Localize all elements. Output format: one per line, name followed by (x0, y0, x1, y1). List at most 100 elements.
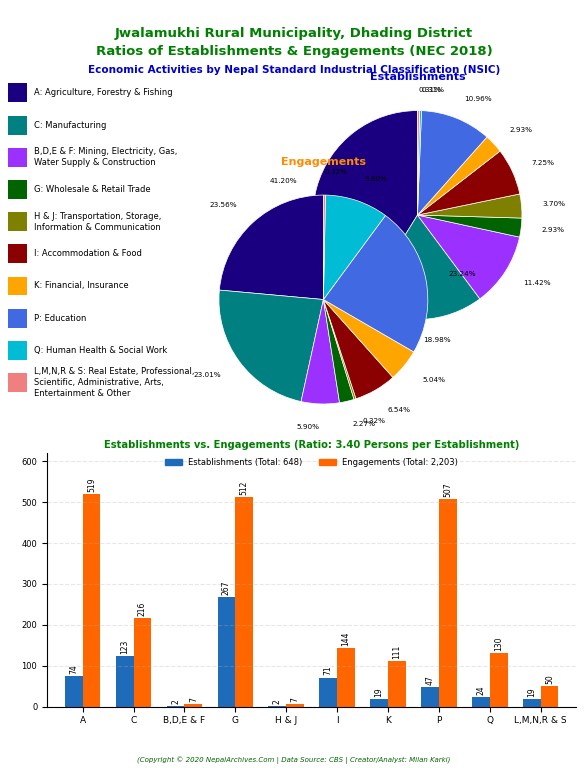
Text: 216: 216 (138, 602, 147, 616)
Wedge shape (323, 300, 356, 399)
Text: 0.32%: 0.32% (362, 418, 385, 424)
Text: 6.54%: 6.54% (387, 407, 410, 413)
Text: 24: 24 (476, 685, 485, 695)
Wedge shape (417, 151, 520, 215)
Text: 19: 19 (527, 687, 536, 697)
Text: 10.96%: 10.96% (465, 96, 492, 102)
Wedge shape (323, 300, 354, 402)
Text: (Copyright © 2020 NepalArchives.Com | Data Source: CBS | Creator/Analyst: Milan : (Copyright © 2020 NepalArchives.Com | Da… (138, 756, 450, 764)
Wedge shape (417, 137, 500, 215)
Bar (8, 116, 26, 134)
Text: G: Wholesale & Retail Trade: G: Wholesale & Retail Trade (34, 185, 151, 194)
Wedge shape (417, 111, 487, 215)
Wedge shape (313, 111, 417, 304)
Wedge shape (219, 290, 323, 402)
Wedge shape (417, 215, 520, 299)
Text: 5.90%: 5.90% (296, 424, 319, 430)
Bar (319, 677, 337, 707)
Bar (421, 687, 439, 707)
Wedge shape (417, 111, 422, 215)
Bar (388, 661, 406, 707)
Wedge shape (363, 215, 480, 319)
Text: 11.42%: 11.42% (523, 280, 550, 286)
Bar (286, 703, 304, 707)
Text: Jwalamukhi Rural Municipality, Dhading District: Jwalamukhi Rural Municipality, Dhading D… (115, 27, 473, 40)
Wedge shape (323, 195, 385, 300)
Text: H & J: Transportation, Storage,
Information & Communication: H & J: Transportation, Storage, Informat… (34, 211, 162, 232)
Wedge shape (417, 194, 522, 218)
Text: 0.31%: 0.31% (421, 87, 444, 93)
Bar (218, 598, 235, 707)
Bar (8, 180, 26, 199)
Text: 41.20%: 41.20% (269, 178, 297, 184)
Wedge shape (323, 216, 428, 352)
Wedge shape (301, 300, 339, 404)
Bar (8, 309, 26, 328)
Text: L,M,N,R & S: Real Estate, Professional,
Scientific, Administrative, Arts,
Entert: L,M,N,R & S: Real Estate, Professional, … (34, 367, 195, 398)
Bar (65, 677, 83, 707)
Text: 2: 2 (171, 699, 180, 703)
Text: I: Accommodation & Food: I: Accommodation & Food (34, 250, 142, 258)
Text: 50: 50 (545, 674, 554, 684)
Bar (133, 618, 151, 707)
Text: Ratios of Establishments & Engagements (NEC 2018): Ratios of Establishments & Engagements (… (96, 45, 492, 58)
Text: 7: 7 (290, 697, 300, 702)
Bar (83, 495, 101, 707)
Text: 74: 74 (69, 664, 78, 674)
Text: 2.93%: 2.93% (542, 227, 565, 233)
Text: 519: 519 (87, 478, 96, 492)
Text: Economic Activities by Nepal Standard Industrial Classification (NSIC): Economic Activities by Nepal Standard In… (88, 65, 500, 74)
Text: A: Agriculture, Forestry & Fishing: A: Agriculture, Forestry & Fishing (34, 88, 173, 98)
Text: 0.32%: 0.32% (325, 169, 348, 175)
Text: 19: 19 (375, 687, 383, 697)
Text: K: Financial, Insurance: K: Financial, Insurance (34, 282, 129, 290)
Text: 18.98%: 18.98% (423, 337, 450, 343)
Text: 3.70%: 3.70% (542, 201, 565, 207)
Text: 23.01%: 23.01% (193, 372, 220, 378)
Bar (337, 647, 355, 707)
Bar (8, 147, 26, 167)
Bar (472, 697, 490, 707)
Text: 2.27%: 2.27% (352, 421, 375, 427)
Text: 507: 507 (443, 482, 452, 497)
Bar (8, 276, 26, 296)
Text: 267: 267 (222, 581, 231, 595)
Bar (439, 499, 457, 707)
Text: 71: 71 (323, 666, 333, 676)
Text: 9.80%: 9.80% (365, 176, 387, 182)
Text: 144: 144 (342, 631, 350, 646)
Bar (8, 84, 26, 102)
Bar (540, 686, 559, 707)
Text: 111: 111 (392, 645, 402, 659)
Bar (8, 212, 26, 231)
Text: 512: 512 (240, 481, 249, 495)
Wedge shape (323, 195, 326, 300)
Title: Establishments vs. Engagements (Ratio: 3.40 Persons per Establishment): Establishments vs. Engagements (Ratio: 3… (104, 439, 519, 449)
Wedge shape (417, 215, 522, 237)
Bar (523, 699, 540, 707)
Bar (235, 497, 253, 707)
Bar (8, 244, 26, 263)
Title: Engagements: Engagements (281, 157, 366, 167)
Text: 47: 47 (426, 676, 435, 685)
Text: 7.25%: 7.25% (532, 160, 554, 166)
Text: P: Education: P: Education (34, 313, 86, 323)
Text: 2.93%: 2.93% (509, 127, 532, 133)
Bar (268, 706, 286, 707)
Text: 7: 7 (189, 697, 198, 702)
Wedge shape (323, 300, 393, 399)
Wedge shape (417, 111, 419, 215)
Bar (185, 703, 202, 707)
Text: 23.24%: 23.24% (448, 270, 476, 276)
Wedge shape (219, 195, 323, 300)
Text: 0.31%: 0.31% (419, 87, 442, 93)
Text: 2: 2 (273, 699, 282, 703)
Text: 130: 130 (494, 637, 503, 651)
Text: 123: 123 (120, 640, 129, 654)
Bar (8, 373, 26, 392)
Title: Establishments: Establishments (370, 72, 465, 82)
Legend: Establishments (Total: 648), Engagements (Total: 2,203): Establishments (Total: 648), Engagements… (162, 455, 462, 471)
Text: Q: Human Health & Social Work: Q: Human Health & Social Work (34, 346, 168, 355)
Bar (8, 341, 26, 360)
Bar (166, 706, 185, 707)
